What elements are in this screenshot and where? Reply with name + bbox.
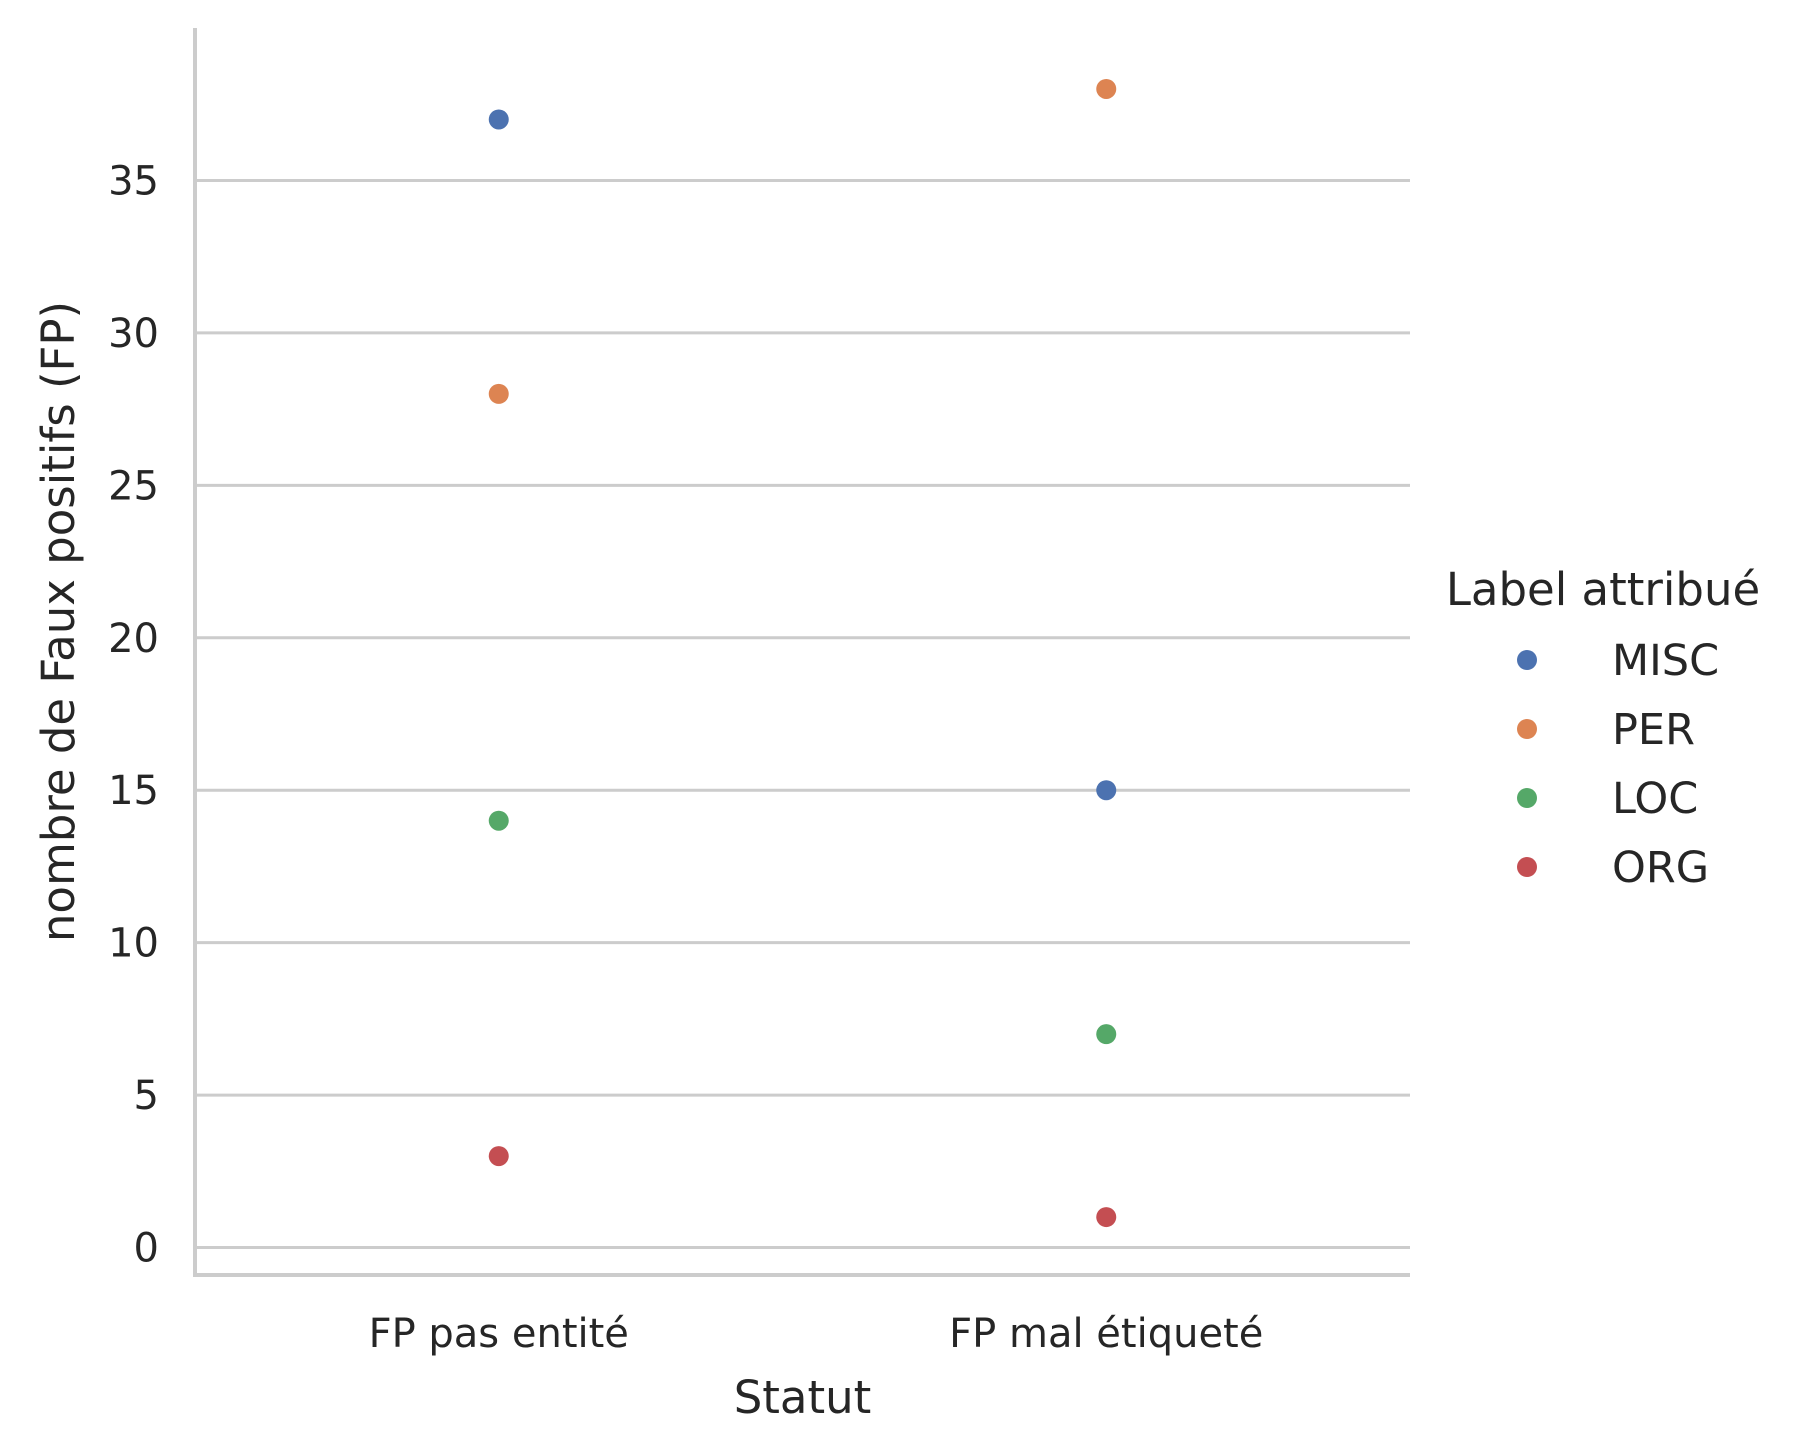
y-tick-label: 10 bbox=[108, 921, 159, 967]
data-points bbox=[488, 78, 1117, 1228]
y-tick-label: 0 bbox=[134, 1226, 159, 1272]
x-tick-label: FP pas entité bbox=[369, 1311, 629, 1357]
legend-marker-org bbox=[1517, 857, 1537, 877]
y-axis-label: nombre de Faux positifs (FP) bbox=[32, 301, 85, 942]
legend-marker-per bbox=[1517, 719, 1537, 739]
point-per-1 bbox=[1096, 78, 1117, 99]
legend-label-per: PER bbox=[1612, 705, 1695, 755]
y-tick-label: 35 bbox=[108, 158, 159, 204]
legend-marker-loc bbox=[1517, 788, 1537, 808]
legend-title: Label attribué bbox=[1446, 563, 1760, 616]
point-loc-0 bbox=[488, 810, 509, 831]
point-loc-1 bbox=[1096, 1024, 1117, 1045]
x-tick-label: FP mal étiqueté bbox=[949, 1311, 1263, 1357]
legend-label-misc: MISC bbox=[1612, 636, 1719, 686]
x-axis-label: Statut bbox=[734, 1371, 872, 1424]
point-org-1 bbox=[1096, 1207, 1117, 1228]
legend-items: MISC PER LOC ORG bbox=[1517, 636, 1719, 893]
axes bbox=[193, 28, 1410, 1277]
legend-label-org: ORG bbox=[1612, 843, 1709, 893]
y-tick-labels: 0 5 10 15 20 25 30 35 bbox=[108, 158, 159, 1271]
point-org-0 bbox=[488, 1146, 509, 1167]
grid-lines bbox=[195, 178, 1410, 1250]
y-tick-label: 20 bbox=[108, 616, 159, 662]
y-tick-label: 5 bbox=[134, 1073, 159, 1119]
legend: Label attribué MISC PER LOC ORG bbox=[1446, 563, 1760, 893]
y-tick-label: 25 bbox=[108, 463, 159, 509]
point-misc-0 bbox=[488, 109, 509, 130]
y-tick-label: 15 bbox=[108, 768, 159, 814]
legend-marker-misc bbox=[1517, 650, 1537, 670]
legend-label-loc: LOC bbox=[1612, 774, 1698, 824]
y-tick-label: 30 bbox=[108, 311, 159, 357]
point-misc-1 bbox=[1096, 780, 1117, 801]
x-tick-labels: FP pas entité FP mal étiqueté bbox=[369, 1311, 1264, 1357]
point-per-0 bbox=[488, 383, 509, 404]
